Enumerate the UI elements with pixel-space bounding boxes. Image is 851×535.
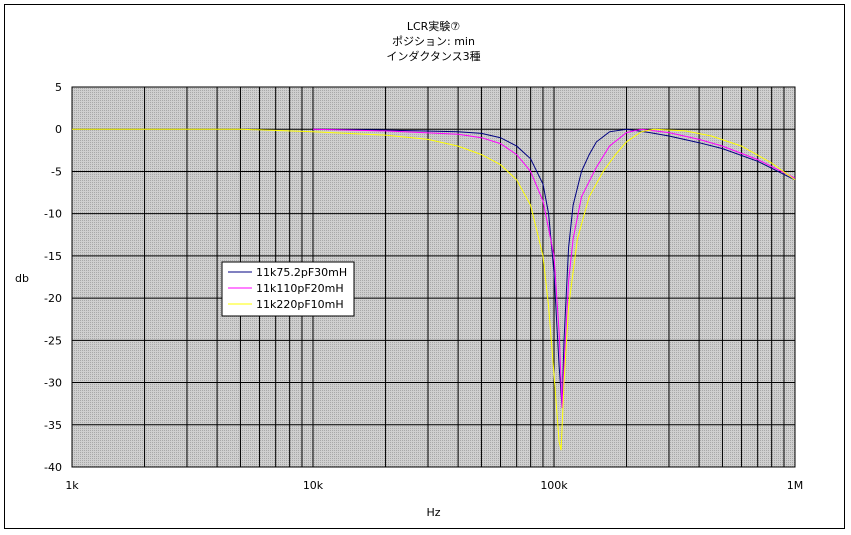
y-tick-label: -40	[44, 461, 62, 474]
y-tick-label: -35	[44, 419, 62, 432]
legend-label-3: 11k220pF10mH	[256, 298, 344, 311]
x-tick-label: 1M	[787, 479, 804, 492]
y-axis-label: db	[15, 272, 29, 285]
plot-area	[72, 87, 795, 467]
legend-label-2: 11k110pF20mH	[256, 282, 344, 295]
y-tick-label: -20	[44, 292, 62, 305]
y-tick-label: -10	[44, 208, 62, 221]
x-tick-label: 1k	[65, 479, 79, 492]
y-tick-label: -25	[44, 334, 62, 347]
y-tick-label: -30	[44, 377, 62, 390]
chart-title-line: ポジション: min	[392, 35, 475, 48]
plot-border	[71, 86, 796, 468]
series-line-2	[312, 128, 796, 408]
x-tick-label: 100k	[540, 479, 568, 492]
series-line-3	[72, 128, 796, 451]
legend-box	[221, 261, 355, 317]
series-line-1	[312, 128, 796, 408]
chart-title-line: LCR実験⑦	[407, 19, 460, 33]
legend-label-1: 11k75.2pF30mH	[256, 266, 347, 279]
chart-title-line: インダクタンス3種	[386, 49, 480, 63]
y-tick-label: 0	[55, 123, 62, 136]
x-tick-label: 10k	[303, 479, 324, 492]
y-tick-label: -5	[51, 165, 62, 178]
y-tick-label: 5	[55, 81, 62, 94]
y-tick-label: -15	[44, 250, 62, 263]
x-axis-label: Hz	[426, 506, 440, 519]
